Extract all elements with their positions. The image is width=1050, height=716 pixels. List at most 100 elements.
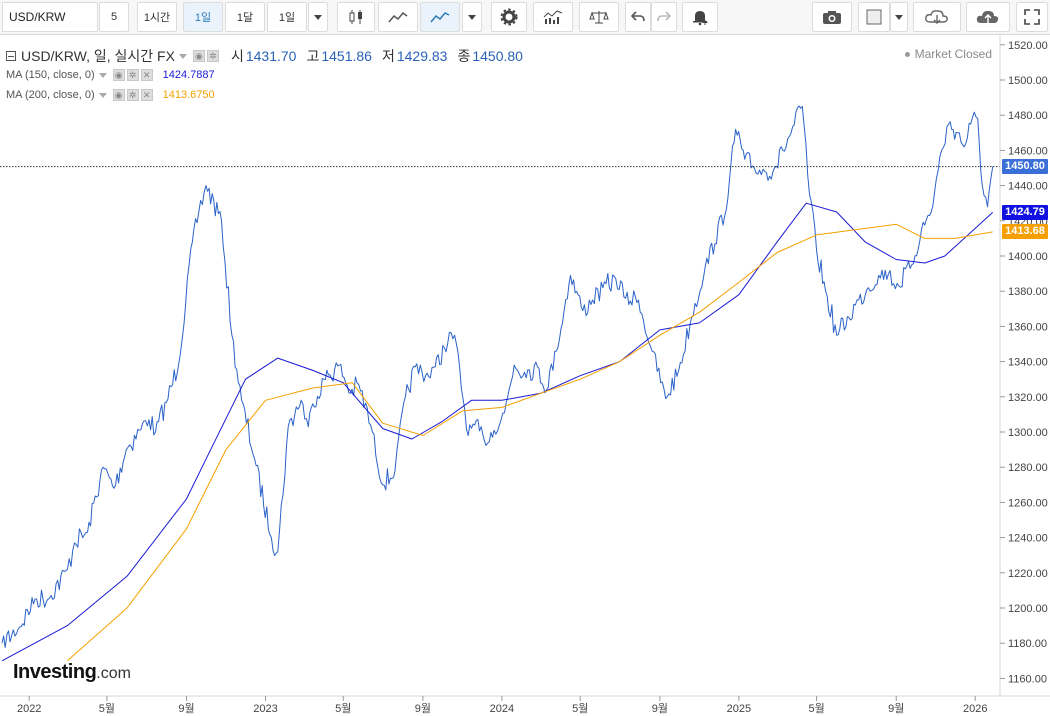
x-tick-label: 5월: [99, 702, 115, 715]
market-status-text: Market Closed: [914, 47, 992, 61]
undo-icon: [630, 11, 645, 22]
ma200-value: 1413.6750: [162, 89, 215, 101]
x-tick-label: 9월: [652, 702, 668, 715]
mountain-chart-icon: [388, 11, 408, 23]
legend-ma200: MA (200, close, 0) ◉ ✲ ✕ 1413.6750: [6, 89, 215, 101]
x-tick-label: 5월: [335, 702, 351, 715]
y-tick-label: 1300.00: [1008, 427, 1048, 439]
chevron-down-icon[interactable]: [98, 92, 107, 98]
symbol-search-input[interactable]: [2, 2, 98, 32]
y-tick-label: 1260.00: [1008, 497, 1048, 509]
chevron-down-icon[interactable]: [98, 72, 107, 78]
last-price-tag: 1450.80: [1002, 159, 1048, 175]
y-tick-label: 1160.00: [1008, 673, 1047, 685]
chart-area[interactable]: 1160.00 1180.00 1200.00 1220.00 1240.00 1260.…: [0, 36, 1050, 716]
y-tick-label: 1240.00: [1008, 533, 1048, 545]
y-axis[interactable]: 1160.00 1180.00 1200.00 1220.00 1240.00 1260.…: [1000, 40, 1048, 686]
high-value: 1451.86: [321, 48, 372, 64]
interval-label: 5: [110, 11, 118, 23]
template-button[interactable]: [858, 2, 890, 32]
gear-icon[interactable]: ✲: [206, 50, 219, 62]
x-tick-label: 5월: [572, 702, 588, 715]
interval-label: 1일: [278, 12, 296, 24]
x-tick-label: 2025: [727, 703, 751, 715]
x-tick-label: 2026: [963, 703, 987, 715]
x-tick-label: 9월: [178, 702, 194, 715]
interval-1d-button[interactable]: 1일: [183, 2, 223, 32]
x-tick-label: 2023: [253, 703, 277, 715]
chevron-down-icon: [895, 14, 903, 20]
compare-button[interactable]: [579, 2, 619, 32]
x-axis[interactable]: 2022 5월 9월 2023 5월 9월 2024 5월 9월 2025 5월 9월 2026: [17, 696, 988, 715]
legend-title: USD/KRW, 일, 실시간 FX: [21, 48, 175, 64]
low-label: 저: [381, 48, 395, 64]
indicators-button[interactable]: [533, 2, 573, 32]
save-cloud-button[interactable]: [966, 2, 1010, 32]
interval-custom-button[interactable]: 1일: [267, 2, 307, 32]
fullscreen-button[interactable]: [1016, 2, 1048, 32]
candles-style-button[interactable]: [337, 2, 375, 32]
ma150-price-tag: 1424.79: [1002, 204, 1048, 220]
eye-icon[interactable]: ◉: [112, 69, 125, 81]
cloud-download-icon: [925, 10, 948, 24]
interval-1mo-button[interactable]: 1달: [225, 2, 265, 32]
y-tick-label: 1400.00: [1008, 251, 1048, 263]
y-tick-label: 1180.00: [1008, 638, 1047, 650]
square-icon: [866, 9, 882, 25]
close-label: 종: [457, 48, 471, 64]
line-chart-icon: [430, 12, 450, 23]
interval-1h-button[interactable]: 1시간: [137, 2, 177, 32]
screenshot-button[interactable]: [812, 2, 852, 32]
gear-icon: [500, 8, 518, 26]
interval-5-button[interactable]: 5: [99, 2, 129, 32]
load-cloud-button[interactable]: [913, 2, 961, 32]
ma150-label: MA (150, close, 0): [6, 69, 95, 81]
y-tick-label: 1220.00: [1008, 568, 1048, 580]
indicators-icon: [543, 10, 563, 24]
gear-icon[interactable]: ✲: [126, 89, 139, 101]
price-chart[interactable]: 1160.00 1180.00 1200.00 1220.00 1240.00 1260.…: [0, 36, 1050, 716]
open-label: 시: [230, 48, 244, 64]
undo-button[interactable]: [625, 2, 651, 32]
redo-button[interactable]: [651, 2, 677, 32]
ma200-series-line: [67, 223, 993, 662]
close-icon[interactable]: ✕: [140, 89, 153, 101]
camera-icon: [823, 11, 841, 24]
close-icon[interactable]: ✕: [140, 69, 153, 81]
alert-button[interactable]: [682, 2, 718, 32]
price-series-line: [1, 105, 994, 648]
chevron-down-icon[interactable]: [178, 53, 187, 59]
y-tick-label: 1480.00: [1008, 110, 1048, 122]
line-style-button[interactable]: [420, 2, 460, 32]
series-layer: [1, 105, 994, 662]
settings-button[interactable]: [491, 2, 527, 32]
eye-icon[interactable]: ◉: [192, 50, 205, 62]
y-tick-label: 1360.00: [1008, 321, 1048, 333]
candlestick-icon: [349, 10, 362, 24]
gear-icon[interactable]: ✲: [126, 69, 139, 81]
high-label: 고: [306, 48, 320, 64]
eye-icon[interactable]: ◉: [112, 89, 125, 101]
chevron-down-icon: [468, 14, 476, 20]
cloud-upload-icon: [976, 10, 999, 23]
collapse-legend-icon[interactable]: [6, 51, 16, 61]
interval-dropdown-button[interactable]: [308, 2, 328, 32]
y-tick-label: 1380.00: [1008, 286, 1048, 298]
ma200-price-tag: 1413.68: [1002, 224, 1048, 240]
y-tick-label: 1320.00: [1008, 392, 1048, 404]
y-tick-label: 1340.00: [1008, 357, 1048, 369]
bars-style-button[interactable]: [378, 2, 418, 32]
fullscreen-icon: [1024, 9, 1040, 25]
chart-style-dropdown-button[interactable]: [462, 2, 482, 32]
bell-plus-icon: [693, 11, 708, 26]
status-dot-icon: [904, 51, 910, 57]
market-status: Market Closed: [904, 47, 992, 61]
y-tick-label: 1200.00: [1008, 603, 1048, 615]
chevron-down-icon: [314, 14, 322, 20]
open-value: 1431.70: [245, 48, 297, 64]
template-dropdown-button[interactable]: [890, 2, 908, 32]
y-tick-label: 1520.00: [1008, 40, 1048, 52]
y-tick-label: 1500.00: [1008, 75, 1048, 87]
legend-ma150: MA (150, close, 0) ◉ ✲ ✕ 1424.7887: [6, 69, 215, 81]
